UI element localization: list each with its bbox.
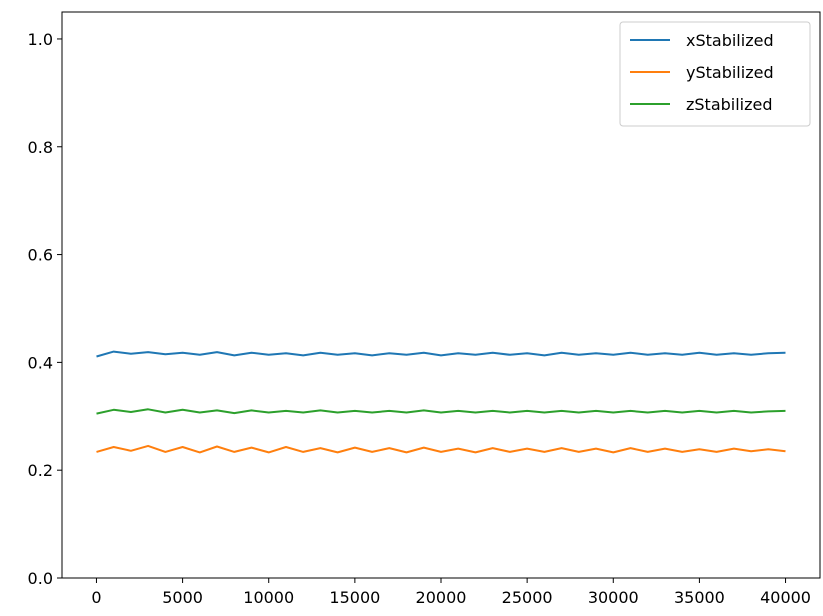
x-tick-label: 25000 [502, 588, 553, 607]
y-tick-label: 0.8 [28, 138, 53, 157]
x-tick-label: 15000 [329, 588, 380, 607]
y-tick-label: 0.0 [28, 569, 53, 588]
legend-label-xStabilized: xStabilized [686, 31, 774, 50]
x-tick-label: 40000 [760, 588, 811, 607]
series-line-xStabilized [96, 350, 786, 358]
legend: xStabilized yStabilized zStabilized [619, 21, 811, 127]
y-axis: 0.0 0.2 0.4 0.6 0.8 1.0 [28, 30, 62, 588]
x-tick-label: 10000 [243, 588, 294, 607]
series-line-zStabilized [96, 408, 786, 415]
legend-label-yStabilized: yStabilized [686, 63, 774, 82]
legend-label-zStabilized: zStabilized [686, 95, 773, 114]
x-axis: 0 5000 10000 15000 20000 25000 30000 35000 40000 [91, 578, 811, 607]
y-tick-label: 1.0 [28, 30, 53, 49]
series-layer [96, 350, 786, 454]
x-tick-label: 0 [91, 588, 101, 607]
x-tick-label: 35000 [674, 588, 725, 607]
legend-box [619, 21, 811, 127]
series-line-yStabilized [96, 444, 786, 454]
y-tick-label: 0.4 [28, 353, 53, 372]
y-tick-label: 0.6 [28, 246, 53, 265]
x-tick-label: 5000 [162, 588, 203, 607]
x-tick-label: 20000 [416, 588, 467, 607]
y-tick-label: 0.2 [28, 461, 53, 480]
x-tick-label: 30000 [588, 588, 639, 607]
